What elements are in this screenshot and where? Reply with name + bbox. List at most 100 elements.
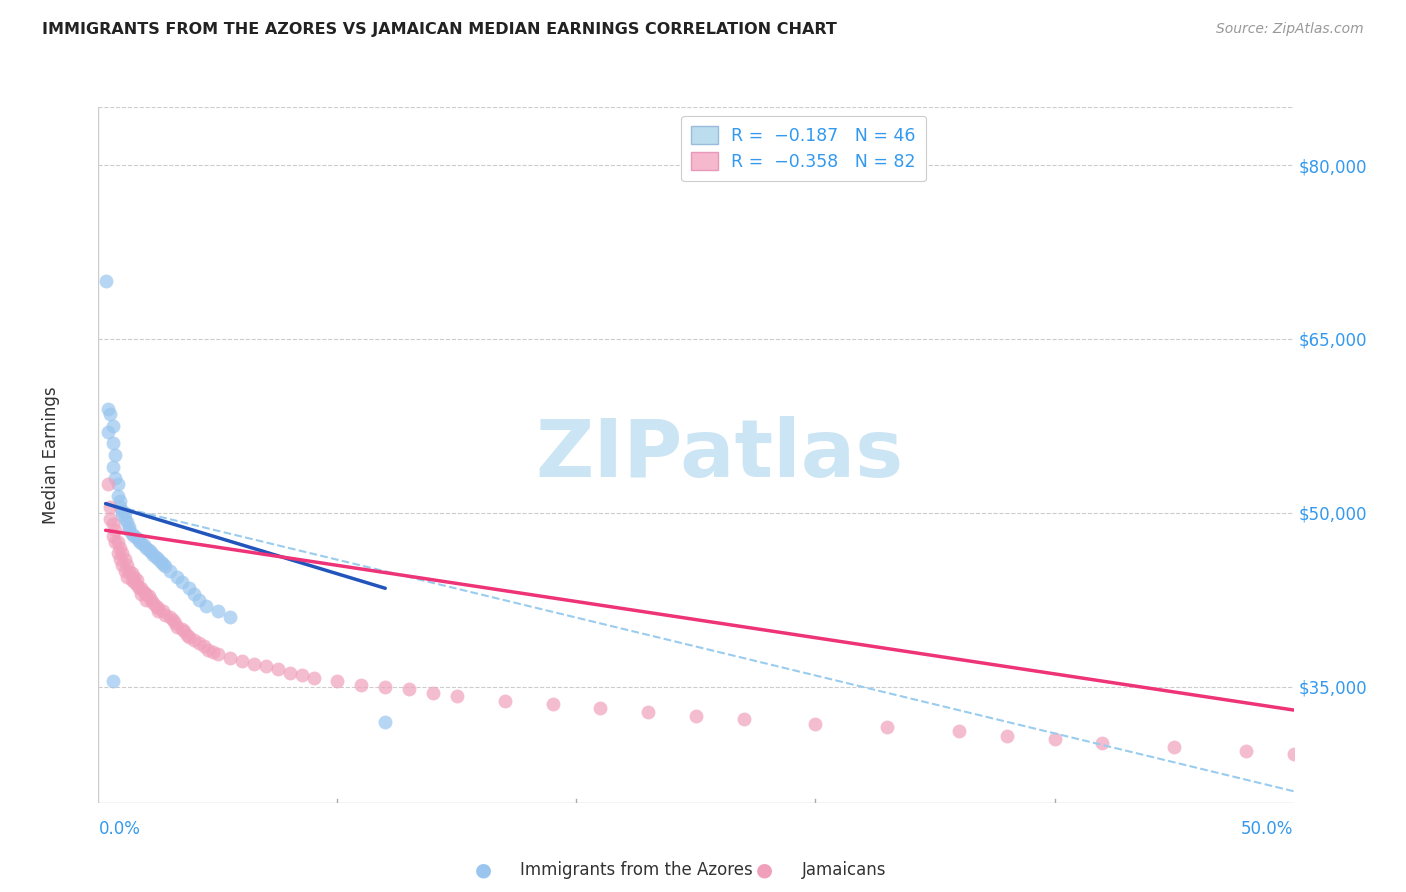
Point xyxy=(124,575,146,590)
Point xyxy=(111,558,134,573)
Point xyxy=(118,520,141,534)
Point xyxy=(97,425,120,439)
Point xyxy=(804,717,827,731)
Point xyxy=(108,500,131,514)
Text: Immigrants from the Azores: Immigrants from the Azores xyxy=(520,861,754,879)
Point xyxy=(101,529,124,543)
Point xyxy=(183,587,205,601)
Point xyxy=(124,529,146,543)
Point xyxy=(94,274,117,288)
Point xyxy=(207,605,229,619)
Text: Source: ZipAtlas.com: Source: ZipAtlas.com xyxy=(1216,22,1364,37)
Point xyxy=(98,500,122,514)
Point xyxy=(98,511,122,525)
Point xyxy=(243,657,266,671)
Point xyxy=(108,541,131,555)
Point xyxy=(422,686,444,700)
Point xyxy=(121,573,143,587)
Point xyxy=(142,596,165,610)
Point xyxy=(101,419,124,434)
Point xyxy=(97,401,120,416)
Point xyxy=(202,645,225,659)
Point xyxy=(291,668,314,682)
Point xyxy=(111,508,134,523)
Point xyxy=(132,584,155,599)
Point xyxy=(101,436,124,450)
Point xyxy=(541,698,564,712)
Point xyxy=(172,622,194,636)
Text: Jamaicans: Jamaicans xyxy=(801,861,886,879)
Point xyxy=(172,575,194,590)
Point xyxy=(1043,731,1066,746)
Point xyxy=(107,534,129,549)
Point xyxy=(131,536,153,550)
Point xyxy=(135,541,157,555)
Point xyxy=(637,706,659,720)
Text: ●: ● xyxy=(475,860,492,880)
Point xyxy=(685,708,707,723)
Point xyxy=(173,624,195,639)
Point xyxy=(995,729,1018,743)
Point xyxy=(155,559,177,574)
Point xyxy=(494,694,516,708)
Point xyxy=(107,476,129,491)
Point xyxy=(145,599,167,613)
Point xyxy=(179,630,201,644)
Point xyxy=(138,543,160,558)
Point xyxy=(446,689,468,703)
Point xyxy=(948,723,970,738)
Point xyxy=(118,523,141,537)
Point xyxy=(152,605,174,619)
Point xyxy=(166,619,188,633)
Point xyxy=(187,592,209,607)
Point xyxy=(121,566,143,581)
Point xyxy=(197,642,219,657)
Point xyxy=(115,570,138,584)
Point xyxy=(107,546,129,561)
Point xyxy=(326,674,349,689)
Point xyxy=(111,546,134,561)
Point xyxy=(128,533,150,548)
Point xyxy=(231,654,253,668)
Point xyxy=(131,582,153,596)
Point xyxy=(163,615,186,630)
Point xyxy=(121,526,143,541)
Point xyxy=(125,532,148,546)
Point xyxy=(125,578,148,592)
Point xyxy=(139,545,162,559)
Point xyxy=(107,489,129,503)
Point xyxy=(166,570,188,584)
Point xyxy=(207,648,229,662)
Point xyxy=(139,592,162,607)
Text: ●: ● xyxy=(756,860,773,880)
Point xyxy=(128,582,150,596)
Point xyxy=(254,659,277,673)
Point xyxy=(1234,744,1257,758)
Text: IMMIGRANTS FROM THE AZORES VS JAMAICAN MEDIAN EARNINGS CORRELATION CHART: IMMIGRANTS FROM THE AZORES VS JAMAICAN M… xyxy=(42,22,837,37)
Text: 0.0%: 0.0% xyxy=(98,821,141,838)
Point xyxy=(148,552,170,566)
Point xyxy=(145,549,167,564)
Point xyxy=(219,610,242,624)
Point xyxy=(118,564,141,578)
Point xyxy=(101,674,124,689)
Point xyxy=(101,517,124,532)
Point xyxy=(876,721,898,735)
Point xyxy=(155,607,177,622)
Point xyxy=(302,671,325,685)
Point xyxy=(159,564,181,578)
Point xyxy=(194,599,218,613)
Point xyxy=(148,605,170,619)
Point xyxy=(267,662,290,677)
Point xyxy=(159,610,181,624)
Point xyxy=(589,700,612,714)
Point xyxy=(104,534,127,549)
Point xyxy=(398,682,420,697)
Point xyxy=(104,471,127,485)
Point xyxy=(132,538,155,552)
Point xyxy=(125,573,148,587)
Point xyxy=(219,651,242,665)
Point xyxy=(138,590,160,604)
Point xyxy=(1091,735,1114,749)
Point xyxy=(114,506,136,520)
